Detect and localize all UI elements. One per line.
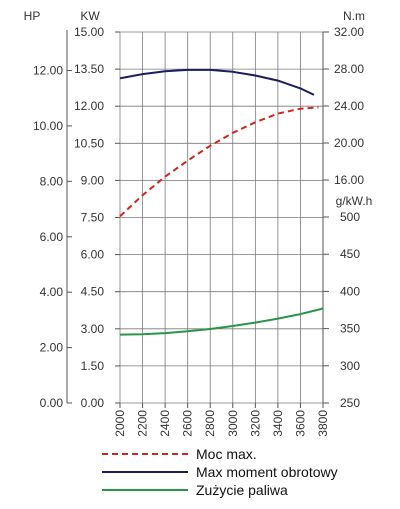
x-tick-label: 2600 <box>181 410 195 437</box>
legend-label-moc-max: Moc max. <box>196 446 257 462</box>
hp-tick-label: 10.00 <box>33 119 63 133</box>
x-tick-label: 3400 <box>271 410 285 437</box>
series-line-0 <box>119 106 319 218</box>
hp-tick-label: 4.00 <box>40 285 64 299</box>
kw-tick-label: 15.00 <box>74 25 104 39</box>
kw-tick-label: 10.50 <box>74 136 104 150</box>
x-tick-label: 3800 <box>316 410 330 437</box>
fuel-tick-label: 500 <box>340 210 360 224</box>
torque-axis-label: N.m <box>343 9 365 23</box>
legend-label-fuel: Zużycie paliwa <box>196 482 288 498</box>
torque-tick-label: 20.00 <box>334 136 364 150</box>
fuel-tick-label: 300 <box>340 359 360 373</box>
torque-tick-label: 28.00 <box>334 62 364 76</box>
kw-tick-label: 4.50 <box>81 285 105 299</box>
series-lines <box>119 68 324 336</box>
grid <box>119 31 324 404</box>
kw-tick-label: 13.50 <box>74 62 104 76</box>
x-tick-label: 3600 <box>293 410 307 437</box>
kw-axis-label: KW <box>80 9 100 23</box>
kw-tick-label: 6.00 <box>81 248 105 262</box>
kw-tick-label: 3.00 <box>81 322 105 336</box>
hp-tick-label: 12.00 <box>33 64 63 78</box>
torque-tick-label: 32.00 <box>334 25 364 39</box>
fuel-tick-label: 400 <box>340 284 360 298</box>
x-tick-label: 2400 <box>158 410 172 437</box>
kw-tick-label: 7.50 <box>81 211 105 225</box>
hp-tick-label: 0.00 <box>40 396 64 410</box>
x-tick-label: 2200 <box>136 410 150 437</box>
x-tick-label: 3000 <box>226 410 240 437</box>
series-line-1 <box>119 68 315 96</box>
legend-label-max-moment: Max moment obrotowy <box>196 464 338 480</box>
torque-tick-label: 16.00 <box>334 173 364 187</box>
series-line-2 <box>119 307 324 336</box>
fuel-tick-label: 250 <box>340 396 360 410</box>
fuel-tick-label: 450 <box>340 247 360 261</box>
x-tick-label: 3200 <box>248 410 262 437</box>
kw-tick-label: 12.00 <box>74 99 104 113</box>
kw-tick-label: 0.00 <box>81 396 105 410</box>
legend: Moc max. Max moment obrotowy Zużycie pal… <box>102 446 338 498</box>
x-tick-label: 2000 <box>113 410 127 437</box>
kw-tick-label: 9.00 <box>81 173 105 187</box>
torque-tick-label: 24.00 <box>334 99 364 113</box>
fuel-axis-label: g/kW.h <box>336 194 373 208</box>
hp-tick-label: 6.00 <box>40 230 64 244</box>
hp-axis-label: HP <box>24 9 41 23</box>
hp-tick-label: 2.00 <box>40 341 64 355</box>
kw-tick-label: 1.50 <box>81 359 105 373</box>
axes <box>66 30 329 408</box>
x-tick-label: 2800 <box>203 410 217 437</box>
hp-tick-label: 8.00 <box>40 174 64 188</box>
tick-labels: 0.00 2.00 4.00 6.00 8.00 10.00 12.00 0.00 1.50 3.… <box>33 25 364 437</box>
fuel-tick-label: 350 <box>340 322 360 336</box>
